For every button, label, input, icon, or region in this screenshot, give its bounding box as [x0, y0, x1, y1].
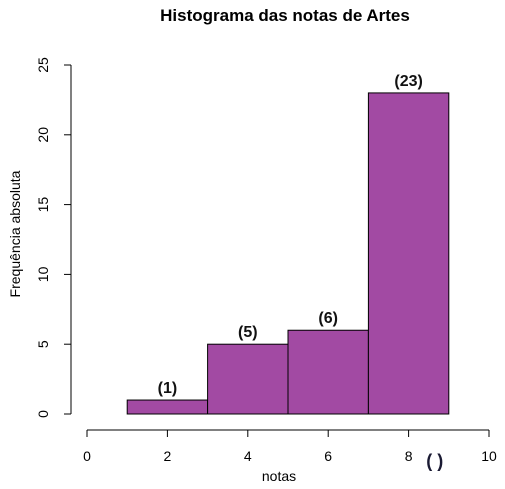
x-tick-label: 4: [244, 448, 252, 464]
y-tick-label: 10: [35, 266, 51, 282]
y-tick-label: 0: [35, 410, 51, 418]
x-tick-label: 6: [324, 448, 332, 464]
y-tick-label: 25: [35, 57, 51, 73]
y-axis: 0 5 10 15 20 25: [35, 57, 72, 418]
y-tick-label: 20: [35, 127, 51, 143]
histogram-bar: [207, 343, 289, 415]
histogram-bar: [287, 329, 369, 415]
bars-layer: [126, 92, 450, 415]
chart-title: Histograma das notas de Artes: [160, 6, 410, 25]
y-tick-label: 15: [35, 197, 51, 213]
annotations-layer: ( ): [426, 451, 443, 471]
y-tick-label: 5: [35, 340, 51, 348]
bar-data-label: (23): [394, 73, 422, 90]
x-tick-label: 2: [164, 448, 172, 464]
histogram-bar: [126, 399, 209, 415]
y-axis-label: Frequência absoluta: [7, 170, 23, 297]
bar-data-label: (6): [318, 310, 338, 327]
x-tick-label: 0: [83, 448, 91, 464]
annotation-text: ( ): [426, 451, 443, 471]
x-tick-label: 10: [481, 448, 497, 464]
bar-data-label: (1): [158, 380, 178, 397]
x-axis: 0 2 4 6 8 10: [83, 429, 497, 464]
x-tick-label: 8: [405, 448, 413, 464]
x-axis-label: notas: [262, 468, 296, 484]
histogram-bar: [367, 92, 450, 415]
data-labels-layer: (1) (5) (6) (23): [158, 73, 423, 397]
bar-data-label: (5): [238, 324, 258, 341]
